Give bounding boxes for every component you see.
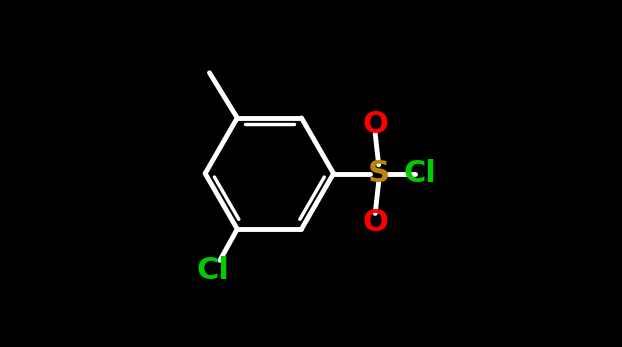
Text: O: O [362, 110, 388, 139]
Text: Cl: Cl [404, 159, 437, 188]
Text: Cl: Cl [197, 256, 230, 285]
Text: O: O [362, 208, 388, 237]
Text: S: S [368, 159, 389, 188]
